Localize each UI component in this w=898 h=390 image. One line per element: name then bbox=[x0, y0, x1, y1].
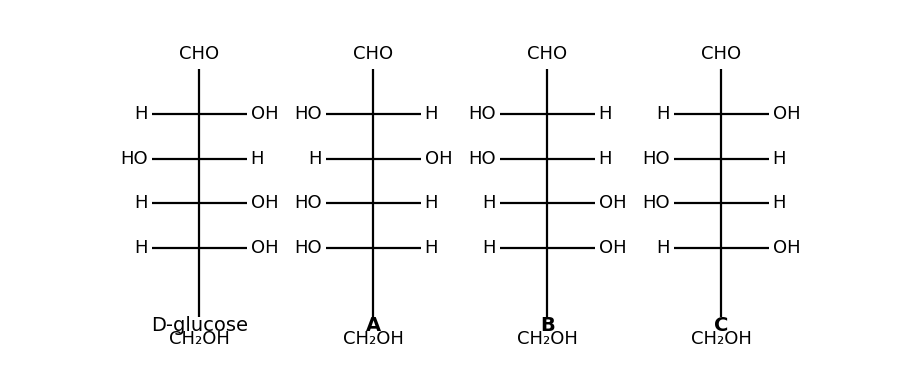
Text: OH: OH bbox=[599, 194, 626, 212]
Text: H: H bbox=[425, 105, 438, 123]
Text: OH: OH bbox=[251, 105, 278, 123]
Text: H: H bbox=[482, 194, 496, 212]
Text: CHO: CHO bbox=[701, 45, 741, 63]
Text: C: C bbox=[714, 316, 728, 335]
Text: H: H bbox=[251, 150, 264, 168]
Text: HO: HO bbox=[295, 239, 321, 257]
Text: CHO: CHO bbox=[527, 45, 568, 63]
Text: HO: HO bbox=[295, 105, 321, 123]
Text: D-glucose: D-glucose bbox=[151, 316, 248, 335]
Text: H: H bbox=[134, 194, 148, 212]
Text: H: H bbox=[599, 150, 612, 168]
Text: OH: OH bbox=[251, 194, 278, 212]
Text: H: H bbox=[425, 194, 438, 212]
Text: HO: HO bbox=[642, 194, 670, 212]
Text: HO: HO bbox=[295, 194, 321, 212]
Text: H: H bbox=[772, 194, 787, 212]
Text: H: H bbox=[656, 239, 670, 257]
Text: HO: HO bbox=[468, 150, 496, 168]
Text: H: H bbox=[772, 150, 787, 168]
Text: HO: HO bbox=[642, 150, 670, 168]
Text: CH₂OH: CH₂OH bbox=[169, 330, 230, 348]
Text: CHO: CHO bbox=[180, 45, 219, 63]
Text: OH: OH bbox=[425, 150, 453, 168]
Text: OH: OH bbox=[599, 239, 626, 257]
Text: CH₂OH: CH₂OH bbox=[691, 330, 752, 348]
Text: OH: OH bbox=[251, 239, 278, 257]
Text: H: H bbox=[482, 239, 496, 257]
Text: OH: OH bbox=[772, 239, 800, 257]
Text: H: H bbox=[308, 150, 321, 168]
Text: H: H bbox=[425, 239, 438, 257]
Text: HO: HO bbox=[120, 150, 148, 168]
Text: B: B bbox=[540, 316, 555, 335]
Text: H: H bbox=[656, 105, 670, 123]
Text: OH: OH bbox=[772, 105, 800, 123]
Text: CH₂OH: CH₂OH bbox=[343, 330, 404, 348]
Text: HO: HO bbox=[468, 105, 496, 123]
Text: CHO: CHO bbox=[353, 45, 393, 63]
Text: H: H bbox=[134, 239, 148, 257]
Text: A: A bbox=[365, 316, 381, 335]
Text: CH₂OH: CH₂OH bbox=[516, 330, 577, 348]
Text: H: H bbox=[134, 105, 148, 123]
Text: H: H bbox=[599, 105, 612, 123]
